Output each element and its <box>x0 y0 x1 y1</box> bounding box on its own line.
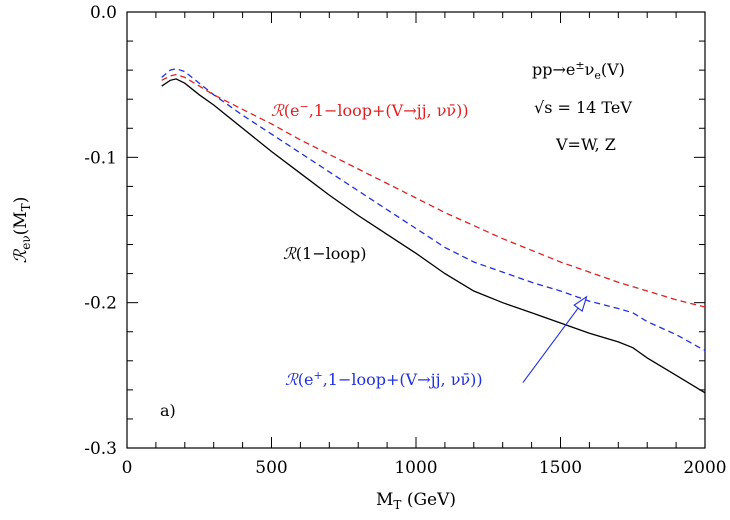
y-tick-label: 0.0 <box>90 3 117 23</box>
annotation-arrow <box>522 295 588 383</box>
series-line-eminus <box>161 73 706 308</box>
series-line-1loop <box>161 78 706 394</box>
arrow-head <box>573 295 588 312</box>
y-tick-label: -0.2 <box>84 294 117 314</box>
series-label-blue: ℛ(e+,1−loop+(V→jj, νν̄)) <box>285 369 483 389</box>
annotation-process: pp→e±νe(V) <box>532 59 625 82</box>
annotation-boson: V=W, Z <box>555 135 616 154</box>
svg-text:ℛ(e−,1−loop+(V→jj, νν̄)): ℛ(e−,1−loop+(V→jj, νν̄)) <box>271 100 469 120</box>
svg-text:MT (GeV): MT (GeV) <box>376 490 456 512</box>
series-layer <box>161 68 706 394</box>
svg-text:ℛeν(MT): ℛeν(MT) <box>11 197 33 264</box>
y-axis-title: ℛeν(MT) <box>11 197 33 264</box>
y-tick-label: -0.3 <box>84 439 117 459</box>
x-tick-label: 1500 <box>539 458 582 478</box>
x-tick-label: 500 <box>255 458 287 478</box>
annotation-panel: a) <box>160 401 176 420</box>
annotation-energy: √s = 14 TeV <box>534 98 632 117</box>
series-label-red: ℛ(e−,1−loop+(V→jj, νν̄)) <box>271 100 469 120</box>
axis-ticks: 0 500 1000 1500 2000 0.0 -0.1 -0.2 -0.3 <box>84 3 726 478</box>
series-label-black: ℛ(1−loop) <box>283 244 366 263</box>
x-tick-label: 0 <box>122 458 133 478</box>
series-line-eplus <box>161 68 706 352</box>
svg-text:pp→e±νe(V): pp→e±νe(V) <box>532 59 625 82</box>
arrow-shaft <box>522 296 587 383</box>
x-tick-label: 2000 <box>683 458 726 478</box>
x-tick-label: 1000 <box>394 458 437 478</box>
y-tick-label: -0.1 <box>84 148 117 168</box>
svg-text:ℛ(1−loop): ℛ(1−loop) <box>283 244 366 263</box>
svg-text:ℛ(e+,1−loop+(V→jj, νν̄)): ℛ(e+,1−loop+(V→jj, νν̄)) <box>285 369 483 389</box>
x-axis-title: MT (GeV) <box>376 490 456 512</box>
